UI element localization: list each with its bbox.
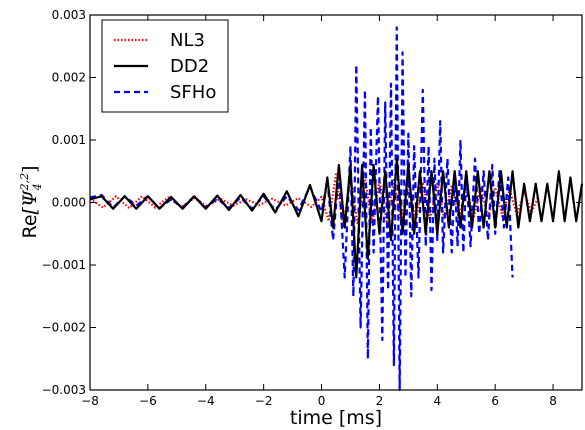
legend: NL3 DD2 SFHo — [101, 19, 229, 113]
y-axis-label-close: ] — [19, 165, 41, 172]
series-layer — [89, 26, 584, 392]
x-tick-label: −6 — [139, 394, 157, 408]
x-axis-label: time [ms] — [290, 407, 382, 429]
x-tick-label: −4 — [197, 394, 215, 408]
x-tick-label: 4 — [433, 394, 441, 408]
y-tick-label: 0.001 — [52, 133, 86, 147]
series-line-sfho — [89, 26, 514, 392]
y-tick-label: −0.003 — [42, 383, 86, 397]
y-axis-label-psi: [Ψ — [19, 189, 41, 214]
x-tick-label: 2 — [376, 394, 384, 408]
x-tick-label: 6 — [491, 394, 499, 408]
x-tick-label: 0 — [318, 394, 326, 408]
y-tick-label: −0.002 — [42, 321, 86, 335]
plot-frame — [89, 14, 583, 391]
legend-label-nl3: NL3 — [170, 30, 205, 51]
y-tick-label: 0.000 — [52, 196, 86, 210]
series-line-nl3 — [89, 173, 540, 229]
series-line-dd2 — [89, 157, 584, 279]
y-axis-label: Re[Ψ42,2] — [18, 165, 44, 238]
y-tick-label: −0.001 — [42, 258, 86, 272]
y-axis-label-sup: 2,2 — [18, 173, 31, 192]
legend-label-sfho: SFHo — [170, 82, 216, 103]
x-tick-label: −8 — [81, 394, 99, 408]
x-tick-label: 8 — [549, 394, 557, 408]
y-tick-label: 0.002 — [52, 71, 86, 85]
svg-text:Re[Ψ42,2]: Re[Ψ42,2] — [18, 165, 44, 238]
x-tick-label: −2 — [255, 394, 273, 408]
legend-label-dd2: DD2 — [170, 56, 209, 77]
y-axis-label-text: Re — [19, 214, 41, 238]
y-axis-label-sub: 4 — [31, 183, 44, 191]
y-tick-label: 0.003 — [52, 8, 86, 22]
tick-layer: −8 −6 −4 −2 0 2 4 6 8 −0.003 −0.002 −0.001 0.000 0.00… — [42, 8, 582, 408]
